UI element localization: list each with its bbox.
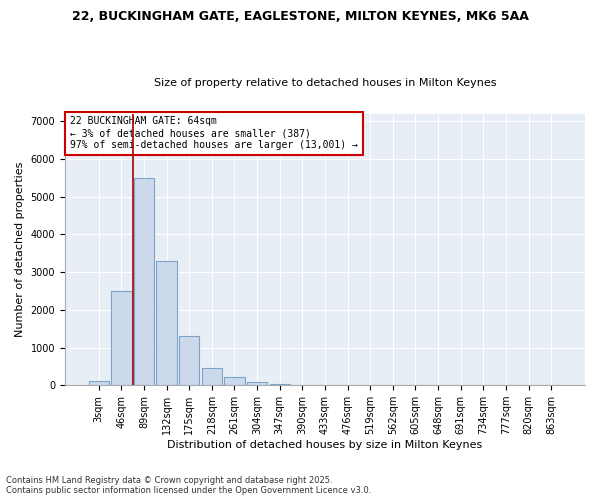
Bar bbox=[134, 178, 154, 385]
Bar bbox=[111, 291, 131, 385]
Bar bbox=[157, 261, 177, 385]
Text: Contains HM Land Registry data © Crown copyright and database right 2025.
Contai: Contains HM Land Registry data © Crown c… bbox=[6, 476, 371, 495]
Bar bbox=[224, 377, 245, 385]
Text: 22, BUCKINGHAM GATE, EAGLESTONE, MILTON KEYNES, MK6 5AA: 22, BUCKINGHAM GATE, EAGLESTONE, MILTON … bbox=[71, 10, 529, 23]
Text: 22 BUCKINGHAM GATE: 64sqm
← 3% of detached houses are smaller (387)
97% of semi-: 22 BUCKINGHAM GATE: 64sqm ← 3% of detach… bbox=[70, 116, 358, 150]
Title: Size of property relative to detached houses in Milton Keynes: Size of property relative to detached ho… bbox=[154, 78, 496, 88]
Bar bbox=[247, 382, 267, 385]
X-axis label: Distribution of detached houses by size in Milton Keynes: Distribution of detached houses by size … bbox=[167, 440, 482, 450]
Bar bbox=[269, 384, 290, 385]
Bar bbox=[179, 336, 199, 385]
Y-axis label: Number of detached properties: Number of detached properties bbox=[15, 162, 25, 337]
Bar bbox=[202, 368, 222, 385]
Bar bbox=[89, 382, 109, 385]
